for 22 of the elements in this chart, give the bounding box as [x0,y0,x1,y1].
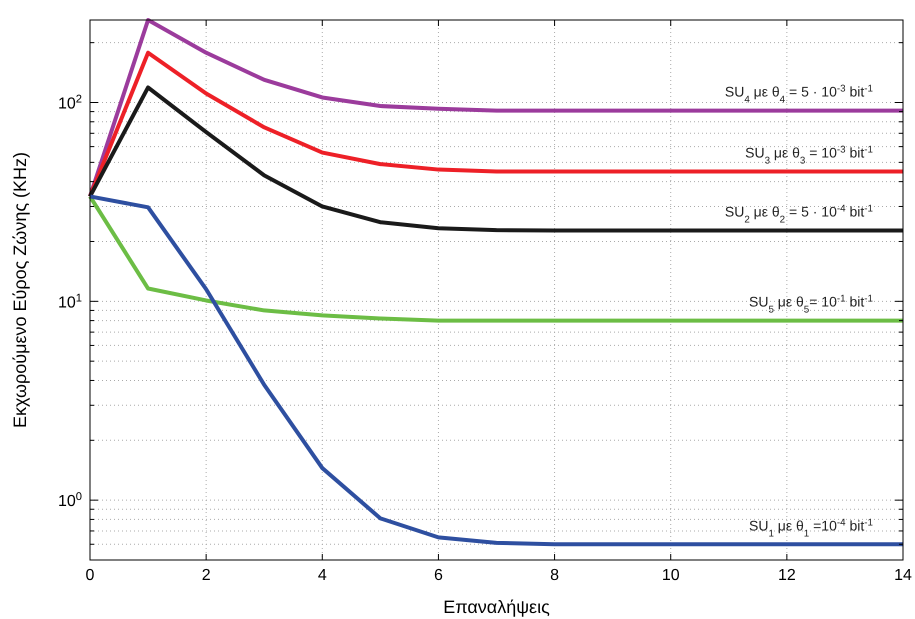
x-tick-label: 6 [434,567,443,584]
x-tick-label: 4 [318,567,327,584]
x-tick-label: 10 [662,567,680,584]
x-tick-label: 2 [202,567,211,584]
series-label: SU$_{1}$ με θ$_{1}$ =10$^{-4}$ bit$^{-1}$ [749,516,873,539]
line-series [88,18,905,198]
y-axis-title: Εκχωρούμενο Εύρος Ζώνης (KHz) [10,152,30,428]
x-tick-label: 0 [86,567,95,584]
y-tick-label: 10$^{1}$ [58,292,82,312]
series-label: SU$_{2}$ με θ$_{2}$ = 5 · 10$^{-4}$ bit$^{-1}$ [724,203,873,226]
x-tick-label: 12 [778,567,796,584]
x-tick-label: 14 [894,567,912,584]
line-series [88,194,905,323]
line-series [88,85,905,233]
y-tick-label: 10$^{0}$ [58,491,82,510]
y-tick-label: 10$^{2}$ [58,94,82,113]
line-series [88,194,905,546]
x-tick-label: 8 [550,567,560,584]
series-label: SU$_{3}$ με θ$_{3}$ = 10$^{-3}$ bit$^{-1}$ [745,144,873,166]
series-label: SU$_{5}$ με θ$_{5}$= 10$^{-1}$ bit$^{-1}$ [749,293,873,316]
series-label: SU$_{4}$ με θ$_{4}$ = 5 · 10$^{-3}$ bit$^{-1}$ [724,83,873,106]
x-axis-title: Επαναλήψεις [443,597,550,617]
